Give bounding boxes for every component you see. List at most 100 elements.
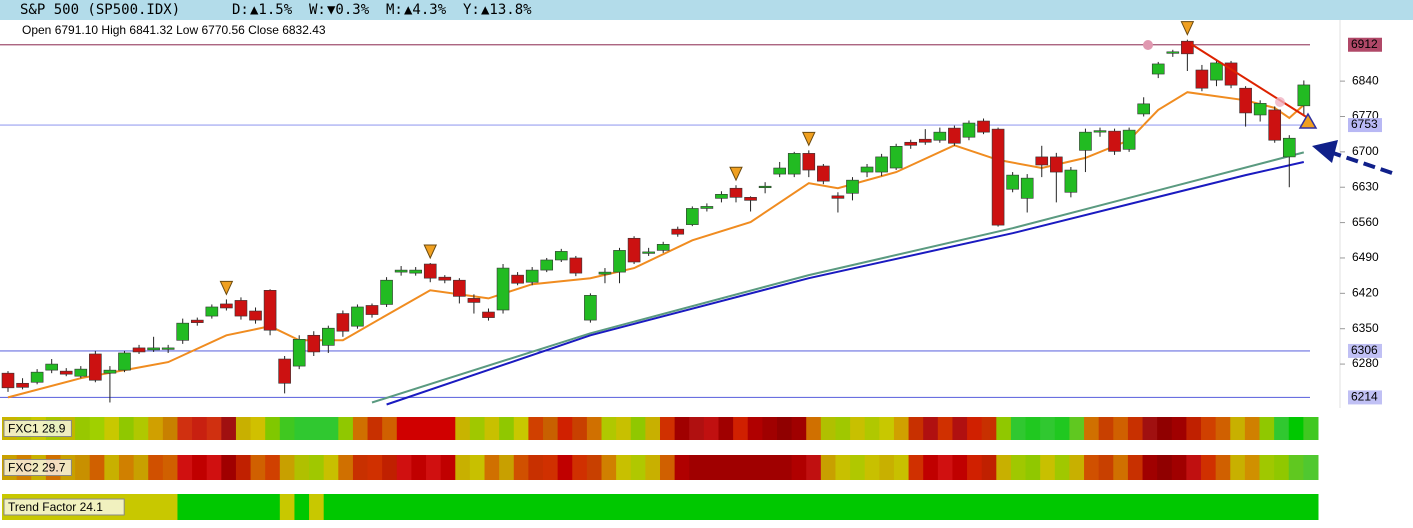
indicator-cell	[718, 417, 734, 440]
indicator-cell	[733, 417, 749, 440]
indicator-cell	[148, 417, 164, 440]
indicator-cell	[89, 455, 105, 480]
indicator-label-bg	[3, 459, 72, 476]
indicator-cell	[221, 455, 237, 480]
indicator-cell	[367, 417, 383, 440]
indicator-cell	[513, 494, 529, 520]
change-label: M:	[386, 2, 403, 18]
indicator-cell	[1069, 455, 1085, 480]
indicator-cell	[294, 455, 310, 480]
indicator-cell	[703, 455, 719, 480]
candle-body	[147, 347, 160, 351]
indicator-cell	[528, 417, 544, 440]
indicator-cell	[557, 494, 573, 520]
indicator-cell	[1215, 417, 1231, 440]
indicator-cell	[1303, 417, 1319, 440]
indicator-cell	[557, 417, 573, 440]
indicator-cell	[850, 494, 866, 520]
indicator-cell	[864, 417, 880, 440]
candle-body	[598, 271, 612, 275]
indicator-cell	[747, 455, 763, 480]
indicator-cell	[75, 417, 91, 440]
indicator-cell	[1040, 417, 1056, 440]
indicator-cell	[1259, 417, 1275, 440]
candle-body	[380, 279, 393, 305]
indicator-cell	[1069, 417, 1085, 440]
indicator-cell	[235, 455, 252, 480]
indicator-cell	[791, 455, 807, 480]
indicator-cell	[543, 417, 559, 440]
indicator-cell	[1201, 417, 1217, 440]
candle-body	[74, 368, 88, 377]
indicator-cell	[952, 494, 968, 520]
indicator-cell	[1230, 417, 1246, 440]
candle-body	[948, 127, 961, 144]
indicator-cell	[996, 455, 1012, 480]
indicator-label: Trend Factor 24.1	[8, 500, 103, 514]
candle-body	[278, 358, 291, 384]
y-tick-label: 6420	[1352, 286, 1379, 300]
indicator-cell	[118, 417, 135, 440]
indicator-cell	[1025, 494, 1041, 520]
candle-body	[569, 257, 583, 274]
signal-marker	[423, 244, 438, 260]
indicator-cell	[162, 455, 178, 480]
y-tick-label: 6700	[1352, 144, 1379, 158]
indicator-cell	[323, 494, 339, 520]
indicator-cell	[192, 417, 208, 440]
candle-body	[554, 251, 568, 261]
candle-body	[1079, 131, 1092, 151]
indicator-cell	[1230, 455, 1246, 480]
candle-body	[627, 237, 641, 263]
indicator-cell	[1113, 417, 1129, 440]
indicator-cell	[133, 417, 149, 440]
indicator-cell	[352, 417, 369, 440]
indicator-cell	[937, 417, 953, 440]
indicator-cell	[660, 494, 676, 520]
indicator-cell	[89, 417, 105, 440]
y-tick-label: 6490	[1352, 250, 1379, 264]
indicator-cell	[323, 455, 339, 480]
indicator-cell	[1010, 417, 1027, 440]
indicator-cell	[1259, 494, 1275, 520]
indicator-cell	[338, 494, 354, 520]
indicator-cell	[1215, 494, 1231, 520]
indicator-cell	[440, 455, 456, 480]
candle-body	[744, 197, 757, 201]
indicator-cell	[499, 494, 515, 520]
indicator-cell	[1288, 417, 1304, 440]
candle-body	[540, 259, 554, 271]
indicator-cell	[1127, 417, 1144, 440]
indicator-cell	[967, 494, 983, 520]
indicator-cell	[908, 417, 924, 440]
indicator-cell	[1040, 494, 1056, 520]
indicator-cell	[835, 417, 851, 440]
indicator-cell	[776, 417, 793, 440]
candle-body	[991, 128, 1005, 226]
indicator-cell	[996, 417, 1012, 440]
indicator-cell	[426, 417, 442, 440]
indicator-cell	[162, 417, 178, 440]
indicator-cell	[1288, 494, 1304, 520]
candle-body	[1239, 87, 1252, 114]
indicator-cell	[455, 494, 471, 520]
candle-body	[103, 369, 117, 374]
y-tick-label: 6560	[1352, 215, 1379, 229]
candle-body	[817, 165, 830, 182]
change-value: ▲4.3%	[404, 2, 447, 18]
candle-body	[729, 187, 743, 198]
indicator-cell	[747, 494, 763, 520]
indicator-cell	[382, 494, 398, 520]
candle-body	[132, 347, 146, 353]
indicator-cell	[791, 417, 807, 440]
candle-body	[409, 269, 422, 274]
candle-body	[394, 269, 408, 273]
indicator-cell	[1303, 455, 1319, 480]
indicator-cell	[952, 417, 968, 440]
candle-body	[831, 195, 845, 199]
indicator-cell	[893, 417, 910, 440]
indicator-cell	[1215, 455, 1231, 480]
indicator-cell	[279, 455, 295, 480]
indicator-cell	[923, 417, 939, 440]
